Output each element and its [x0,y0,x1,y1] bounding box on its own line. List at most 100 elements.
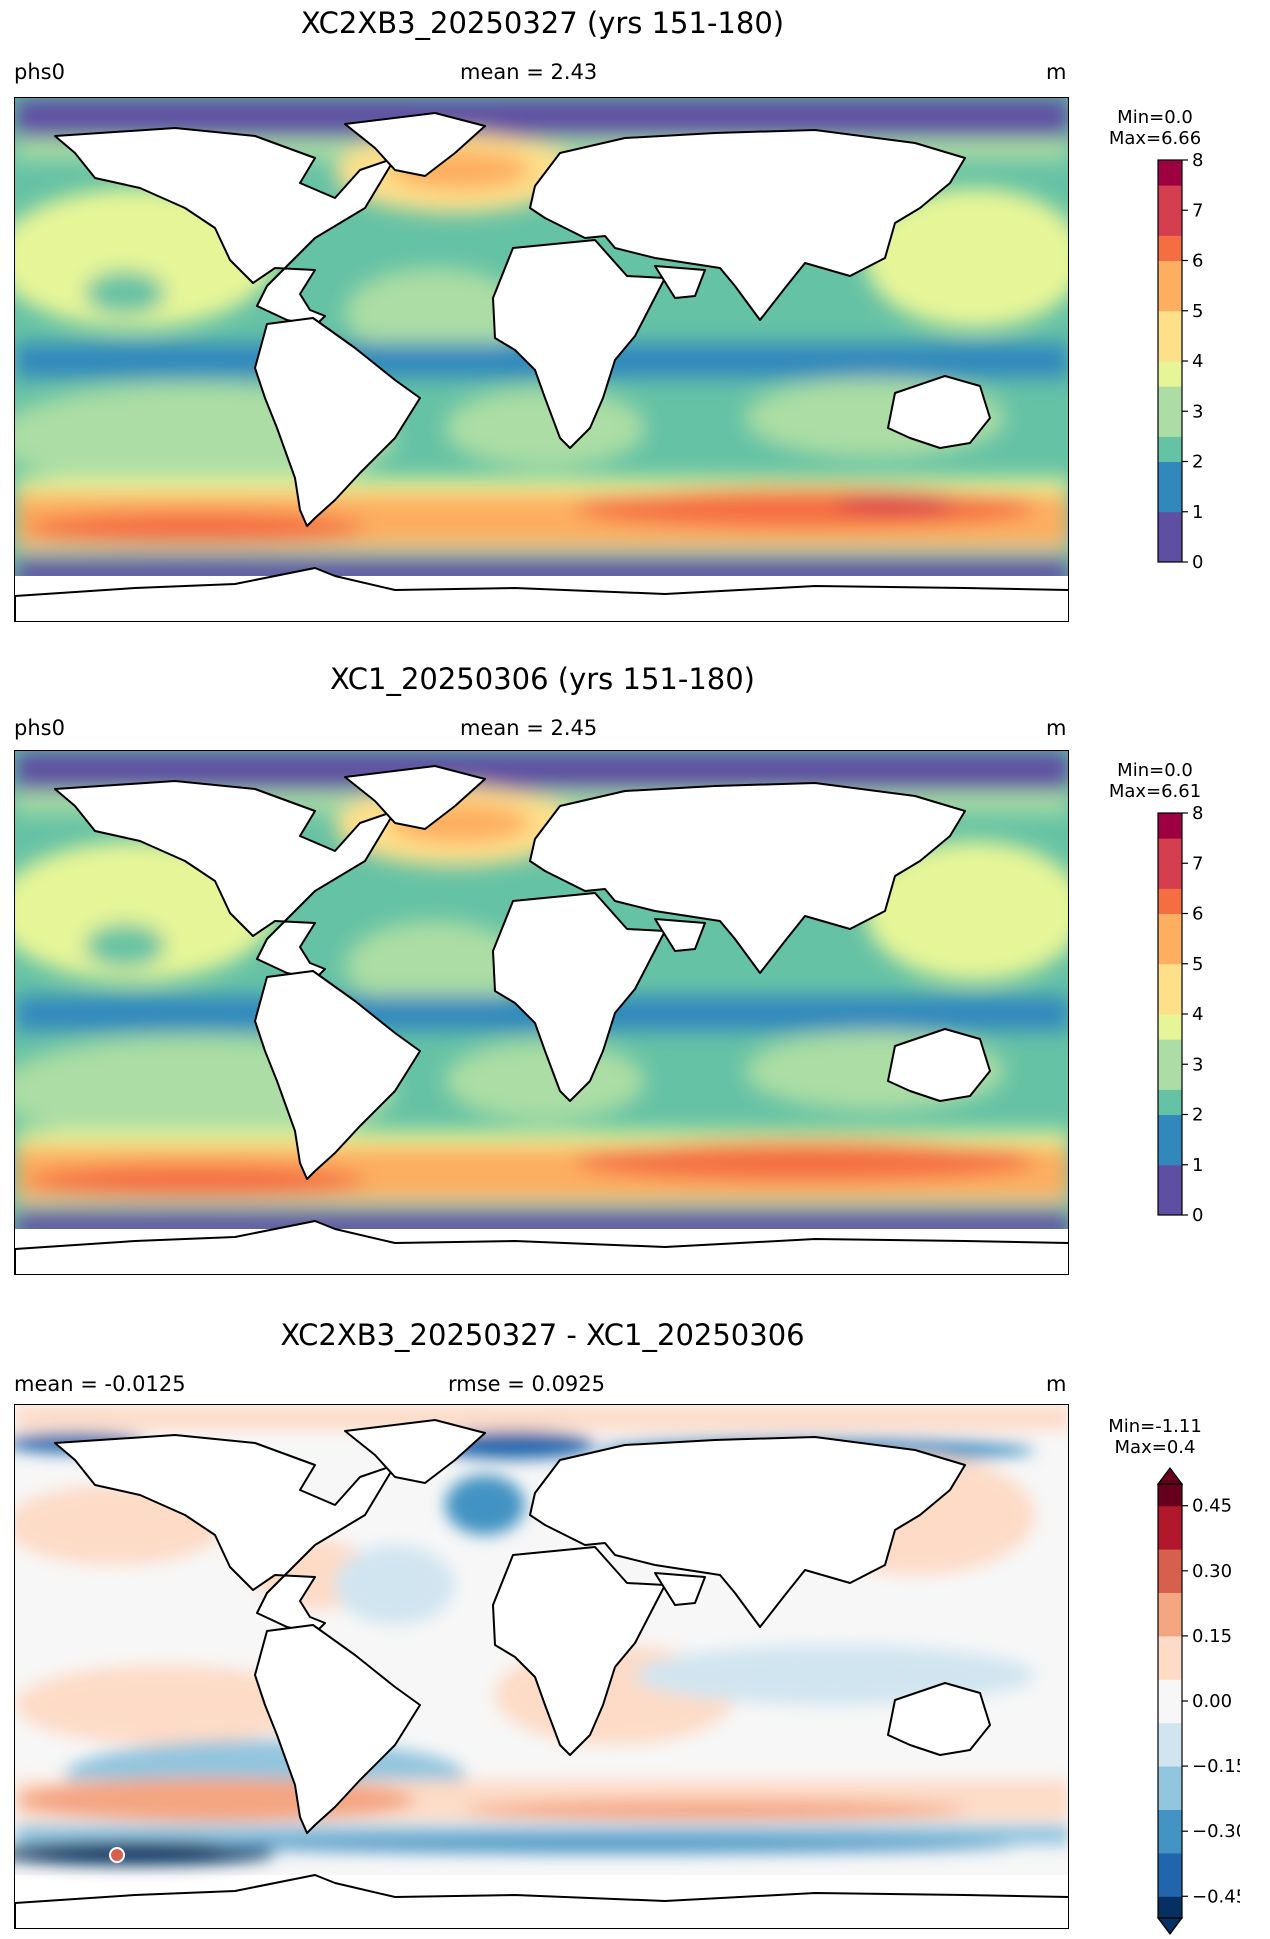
panel3-colorbar-level [1158,1527,1182,1550]
panel1-cb-max: Max=6.66 [1108,128,1202,149]
panel1-colorbar-level [1158,511,1182,538]
panel1-colorbar-tick-label: 2 [1192,452,1203,473]
panel2-colorbar-level [1158,1164,1182,1191]
panel1-colorbar-level [1158,386,1182,412]
panel1-cb-min: Min=0.0 [1117,107,1193,128]
panel2-title: XC1_20250306 (yrs 151-180) [330,662,755,696]
panel2-colorbar-level [1158,1114,1182,1141]
panel3-colorbar-level [1158,1549,1182,1572]
panel3-colorbar-level [1158,1570,1182,1593]
panel2-colorbar-tick-label: 3 [1192,1054,1203,1075]
panel3-colorbar-extend-max [1156,1467,1184,1485]
panel1-map [14,97,1069,622]
panel2-colorbar-level [1158,1039,1182,1065]
panel1-colorbar-level [1158,411,1182,437]
panel1-units-label: m [1046,60,1067,84]
panel3-colorbar-level [1158,1701,1182,1724]
panel3-colorbar: −0.45 −0.30 −0.15 0.00 0.15 0.30 0.45 [1156,1467,1240,1935]
panel2-colorbar-level [1158,813,1182,839]
panel2-colorbar-tick-label: 8 [1192,803,1203,824]
panel3-colorbar-level [1158,1484,1182,1507]
panel1-colorbar-tick-label: 5 [1192,301,1203,322]
panel2-colorbar-level [1158,863,1182,889]
panel1-colorbar: 0 1 2 3 4 5 6 7 8 [1157,150,1203,570]
panel3-colorbar-tick-label: −0.15 [1192,1756,1240,1777]
panel3-colorbar-level [1158,1852,1182,1876]
panel2-cb-min: Min=0.0 [1117,760,1193,781]
panel1-variable-label: phs0 [14,60,65,84]
panel2-colorbar-level [1158,1064,1182,1090]
panel2-colorbar-level [1158,1139,1182,1166]
panel2-colorbar-level [1158,988,1182,1015]
panel3-colorbar-level [1158,1505,1182,1528]
panel3-title: XC2XB3_20250327 - XC1_20250306 [280,1318,805,1352]
panel2-colorbar-tick-label: 7 [1192,853,1203,874]
panel1-colorbar-level [1158,160,1182,186]
panel1-colorbar-level [1158,461,1182,488]
panel1-colorbar-tick-label: 0 [1192,552,1203,570]
panel1-colorbar-level [1158,285,1182,312]
panel1-coastlines [15,112,1068,621]
panel3-colorbar-level [1158,1809,1182,1832]
panel3-colorbar-tick-label: −0.45 [1192,1886,1240,1907]
panel3-coastlines [15,1419,1068,1928]
panel1-title: XC2XB3_20250327 (yrs 151-180) [300,6,785,40]
panel3-colorbar-level [1158,1657,1182,1680]
panel3-colorbar-level [1158,1831,1182,1854]
panel2-cb-max: Max=6.61 [1108,781,1202,802]
panel3-cb-min: Min=-1.11 [1108,1416,1202,1437]
panel3-colorbar-level [1158,1614,1182,1637]
panel2-colorbar-tick-label: 5 [1192,954,1203,975]
panel3-colorbar-tick-label: 0.45 [1192,1496,1232,1517]
panel1-colorbar-level [1158,185,1182,211]
panel1-colorbar-tick-label: 3 [1192,401,1203,422]
panel1-colorbar-level [1158,536,1182,563]
panel2-colorbar: 0 1 2 3 4 5 6 7 8 [1157,803,1203,1223]
panel2-colorbar-level [1158,1089,1182,1115]
panel1-colorbar-tick-label: 6 [1192,251,1203,272]
panel1-colorbar-level [1158,436,1182,462]
panel1-colorbar-tick-label: 8 [1192,150,1203,171]
panel3-colorbar-tick-label: 0.00 [1192,1691,1232,1712]
panel2-variable-label: phs0 [14,716,65,740]
panel2-colorbar-level [1158,913,1182,940]
panel3-colorbar-tick-label: 0.30 [1192,1561,1232,1582]
panel2-map [14,750,1069,1275]
panel2-units-label: m [1046,716,1067,740]
panel3-colorbar-level [1158,1679,1182,1702]
panel2-colorbar-tick-label: 6 [1192,904,1203,925]
panel3-units-label: m [1046,1372,1067,1396]
panel1-colorbar-tick-label: 4 [1192,351,1203,372]
panel2-coastlines [15,765,1068,1274]
panel3-colorbar-level [1158,1874,1182,1897]
panel3-colorbar-tick-label: −0.30 [1192,1821,1240,1842]
panel1-colorbar-level [1158,486,1182,513]
panel2-colorbar-level [1158,938,1182,965]
panel3-colorbar-level [1158,1635,1182,1659]
panel3-colorbar-level [1158,1722,1182,1745]
panel3-colorbar-level [1158,1896,1182,1919]
panel2-colorbar-level [1158,888,1182,914]
panel2-colorbar-tick-label: 4 [1192,1004,1203,1025]
panel2-colorbar-level [1158,963,1182,990]
panel1-colorbar-level [1158,310,1182,337]
panel1-colorbar-level [1158,235,1182,261]
panel2-colorbar-level [1158,1014,1182,1040]
panel3-colorbar-level [1158,1744,1182,1767]
panel1-colorbar-tick-label: 1 [1192,502,1203,523]
panel1-mean-label: mean = 2.43 [460,60,598,84]
panel1-colorbar-level [1158,260,1182,287]
panel3-rmse-label: rmse = 0.0925 [448,1372,606,1396]
panel2-mean-label: mean = 2.45 [460,716,598,740]
panel2-colorbar-level [1158,838,1182,864]
panel2-colorbar-level [1158,1189,1182,1216]
panel3-colorbar-extend-min [1156,1917,1184,1935]
panel3-colorbar-level [1158,1592,1182,1615]
panel3-colorbar-level [1158,1766,1182,1789]
panel1-colorbar-level [1158,361,1182,387]
panel3-colorbar-tick-label: 0.15 [1192,1626,1232,1647]
panel2-colorbar-tick-label: 1 [1192,1155,1203,1176]
panel3-cb-max: Max=0.4 [1114,1437,1196,1458]
panel2-colorbar-tick-label: 2 [1192,1105,1203,1126]
panel1-colorbar-level [1158,335,1182,362]
